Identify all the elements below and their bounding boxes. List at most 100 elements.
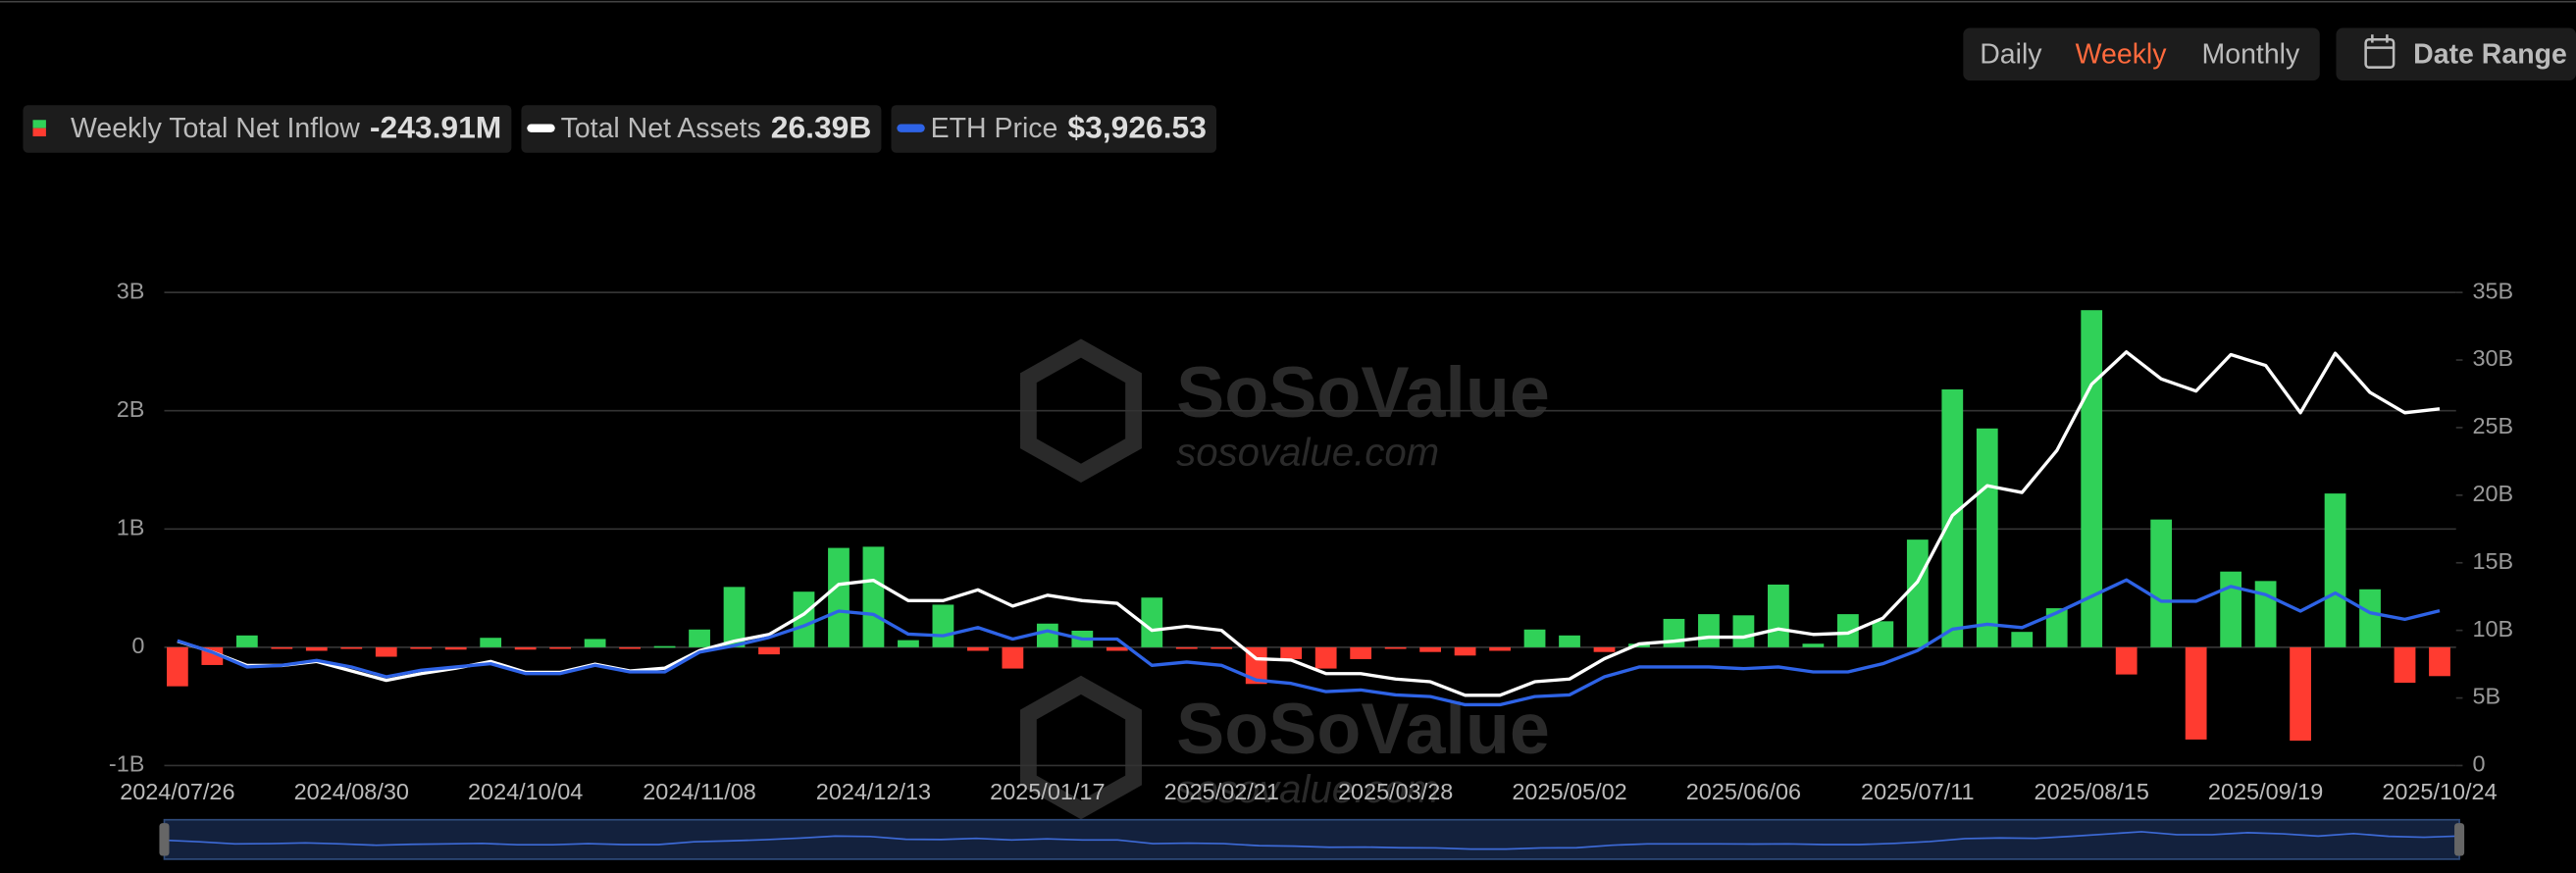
- calendar-icon: [2364, 34, 2396, 69]
- bar: [653, 645, 676, 648]
- bar: [619, 646, 641, 649]
- y-tick-label: 0: [131, 633, 144, 658]
- legend: Weekly Total Net Inflow -243.91M Total Net…: [23, 105, 1217, 153]
- bar: [1141, 597, 1163, 647]
- bar: [1211, 646, 1233, 649]
- x-tick-label: 2024/08/30: [294, 779, 409, 804]
- y-tick-label: 1B: [117, 514, 145, 539]
- bar: [2290, 646, 2311, 742]
- bar: [2429, 646, 2450, 677]
- bar: [271, 646, 293, 649]
- bar: [1732, 615, 1755, 647]
- navigator-line: [164, 831, 2460, 850]
- bar: [1872, 621, 1894, 647]
- bar: [1454, 646, 1476, 656]
- bar: [410, 646, 433, 649]
- y-tick-label: -1B: [109, 751, 144, 777]
- legend-swatch: [32, 120, 46, 128]
- bar: [1523, 629, 1546, 647]
- period-button[interactable]: Monthly: [2202, 38, 2300, 70]
- y2-tick-label: 25B: [2472, 413, 2513, 438]
- legend-value: 26.39B: [771, 110, 872, 145]
- legend-item: [23, 105, 512, 153]
- bar: [898, 640, 919, 647]
- bar: [1384, 646, 1407, 649]
- bar: [2220, 571, 2242, 647]
- x-tick-label: 2025/10/24: [2382, 779, 2497, 804]
- period-button[interactable]: Daily: [1980, 38, 2042, 70]
- y2-tick-label: 0: [2472, 751, 2485, 777]
- x-tick-label: 2025/03/28: [1338, 779, 1453, 804]
- bar: [480, 638, 502, 647]
- x-tick-label: 2025/08/15: [2035, 779, 2149, 804]
- bar: [1906, 539, 1929, 647]
- period-button-active[interactable]: Weekly: [2076, 38, 2168, 70]
- legend-value: -243.91M: [370, 110, 501, 145]
- legend-swatch: [32, 128, 46, 137]
- watermark-brand: SoSoValue: [1176, 688, 1550, 769]
- bar: [1419, 646, 1441, 652]
- y2-tick-label: 15B: [2472, 548, 2513, 574]
- x-tick-label: 2025/02/21: [1164, 779, 1279, 804]
- x-tick-label: 2024/10/04: [468, 779, 583, 804]
- watermark-brand: SoSoValue: [1176, 351, 1550, 433]
- bar: [2324, 493, 2346, 647]
- bar: [1036, 623, 1058, 647]
- bar: [932, 604, 954, 647]
- watermark-logo: [1020, 675, 1142, 820]
- legend-value: $3,926.53: [1067, 110, 1207, 145]
- bar: [689, 629, 710, 647]
- watermark-site: sosovalue.com: [1176, 767, 1439, 811]
- watermark-site: sosovalue.com: [1176, 431, 1439, 475]
- bar: [1836, 614, 1859, 647]
- navigator: [163, 818, 2460, 860]
- bar: [2359, 589, 2381, 647]
- watermark-logo: [1020, 338, 1142, 483]
- navigator-handle: [159, 823, 170, 856]
- bar: [723, 587, 746, 647]
- legend-item: [891, 105, 1217, 153]
- bar: [549, 646, 572, 649]
- bar: [1698, 614, 1720, 647]
- y2-tick-label: 5B: [2472, 684, 2500, 709]
- bar: [2045, 608, 2068, 647]
- bar: [2115, 646, 2138, 675]
- bar: [2150, 519, 2173, 647]
- y2-tick-label: 35B: [2472, 278, 2513, 303]
- bar: [1768, 584, 1789, 647]
- bar: [1280, 646, 1303, 659]
- x-tick-label: 2024/07/26: [120, 779, 234, 804]
- legend-label: Total Net Assets: [561, 113, 761, 144]
- y-tick-label: 2B: [117, 396, 145, 422]
- bar: [1976, 428, 1998, 647]
- bar: [966, 646, 989, 651]
- x-tick-label: 2025/01/17: [990, 779, 1105, 804]
- navigator-handle: [2454, 823, 2465, 856]
- x-tick-label: 2024/11/08: [643, 779, 756, 804]
- date-range-button[interactable]: [2336, 27, 2576, 81]
- bar: [793, 591, 815, 647]
- bar: [2185, 646, 2207, 740]
- bar: [828, 547, 850, 647]
- bar: [1314, 646, 1337, 669]
- bar: [340, 646, 363, 649]
- x-tick-label: 2025/06/06: [1686, 779, 1801, 804]
- bar: [584, 639, 606, 647]
- line: [177, 578, 2441, 707]
- x-tick-label: 2025/09/19: [2208, 779, 2323, 804]
- date-range-label[interactable]: Date Range: [2413, 38, 2567, 70]
- bar: [166, 646, 188, 687]
- bar: [1802, 643, 1825, 647]
- legend-label: ETH Price: [931, 113, 1058, 144]
- bar: [375, 646, 397, 657]
- y2-tick-label: 10B: [2472, 616, 2513, 642]
- bar: [2394, 646, 2416, 684]
- x-tick-label: 2024/12/13: [816, 779, 931, 804]
- bar: [305, 646, 328, 651]
- legend-item: [521, 105, 882, 153]
- watermark: SoSoValuesosovalue.comSoSoValuesosovalue…: [1020, 338, 1550, 820]
- bar: [758, 646, 780, 655]
- bar: [862, 546, 885, 647]
